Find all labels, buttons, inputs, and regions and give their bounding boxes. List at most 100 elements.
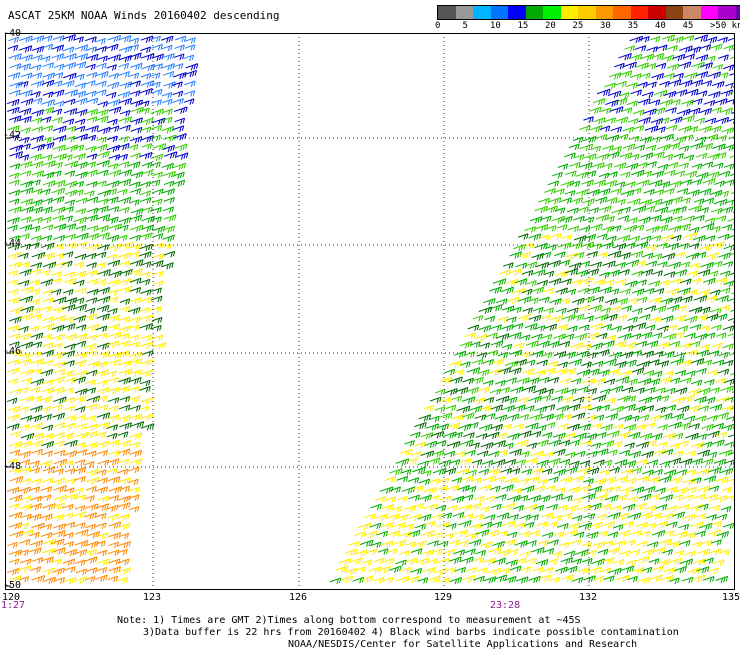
wind-barb [547,376,560,384]
wind-barb [605,334,617,342]
wind-barb [667,79,682,87]
wind-barb [634,241,649,249]
wind-barb [664,404,677,412]
wind-barb [685,432,699,441]
wind-barb [643,205,656,213]
wind-barb [613,162,627,170]
wind-barb [501,502,516,511]
wind-barb [603,575,615,582]
wind-barb [568,358,583,367]
wind-barb [628,235,641,243]
wind-barb [669,296,683,304]
wind-barb [355,566,367,573]
wind-barb [30,235,42,242]
wind-barb [96,55,108,63]
wind-barb [117,206,130,214]
wind-barb [683,53,695,61]
wind-barb [86,531,101,539]
wind-barb [409,431,421,439]
wind-barb [591,377,606,386]
wind-barb [50,278,62,285]
wind-barb [427,540,439,547]
wind-barb [452,431,463,439]
legend-swatch [543,6,561,19]
wind-barb [6,486,20,495]
wind-barb [599,125,611,133]
wind-barb [444,368,456,376]
wind-barb [75,225,87,232]
wind-barb [631,367,645,375]
wind-barb [41,305,52,313]
wind-barb [389,468,403,476]
wind-barb [695,152,708,160]
wind-barb [543,388,554,396]
wind-barb [140,289,152,296]
wind-barb [660,133,674,142]
wind-barb [663,72,675,80]
wind-barb [635,279,647,286]
wind-barb [73,511,87,519]
wind-barb [140,334,152,341]
wind-barb [62,80,75,88]
wind-barb [72,279,85,287]
wind-barb [677,125,692,133]
wind-barb [645,144,657,152]
wind-barb [564,190,576,197]
wind-barb [29,242,40,249]
wind-barb [19,170,32,177]
wind-barb [729,155,735,159]
wind-barb [577,206,589,213]
wind-barb [700,222,715,231]
wind-barb [589,521,603,529]
wind-barb [106,279,120,287]
wind-barb [639,331,653,340]
wind-barb [658,538,672,546]
wind-barb [370,503,382,511]
wind-barb [9,235,20,242]
wind-barb [73,466,87,475]
wind-barb [41,424,54,432]
wind-barb [615,278,627,286]
wind-barb [31,574,46,583]
wind-barb [630,349,642,357]
wind-barb [150,161,161,169]
wind-barb [499,269,511,276]
wind-barb [651,72,665,81]
wind-barb [517,397,529,404]
wind-barb [53,485,67,493]
wind-barb [29,460,40,467]
wind-barb [461,575,476,583]
wind-barb [439,495,452,503]
wind-barb [525,540,537,547]
wind-barb [571,558,582,565]
lat-label-42: -42 [3,130,22,141]
wind-barb [595,448,609,456]
wind-barb [139,190,152,197]
wind-barb [106,196,119,204]
wind-barb [151,117,166,126]
wind-barb [30,161,44,169]
wind-barb [84,307,96,315]
wind-barb [19,224,33,232]
wind-barb [567,423,580,432]
wind-barb [667,261,681,269]
wind-barb [149,179,161,187]
legend-label: 15 [517,21,529,31]
wind-barb [20,72,33,80]
wind-barb [719,467,734,476]
wind-barb [579,260,591,268]
wind-barb [639,530,651,538]
wind-barb [340,575,354,583]
wind-barb [699,244,713,252]
wind-barb [19,295,34,303]
wind-barb [679,458,693,466]
wind-barb [107,259,121,268]
wind-barb [8,206,22,214]
wind-barb [615,297,629,306]
wind-barb [84,576,96,583]
wind-barb [439,376,453,385]
wind-barb [118,316,131,323]
wind-barb [492,440,506,448]
wind-barb [395,575,410,584]
wind-barb [493,574,508,582]
